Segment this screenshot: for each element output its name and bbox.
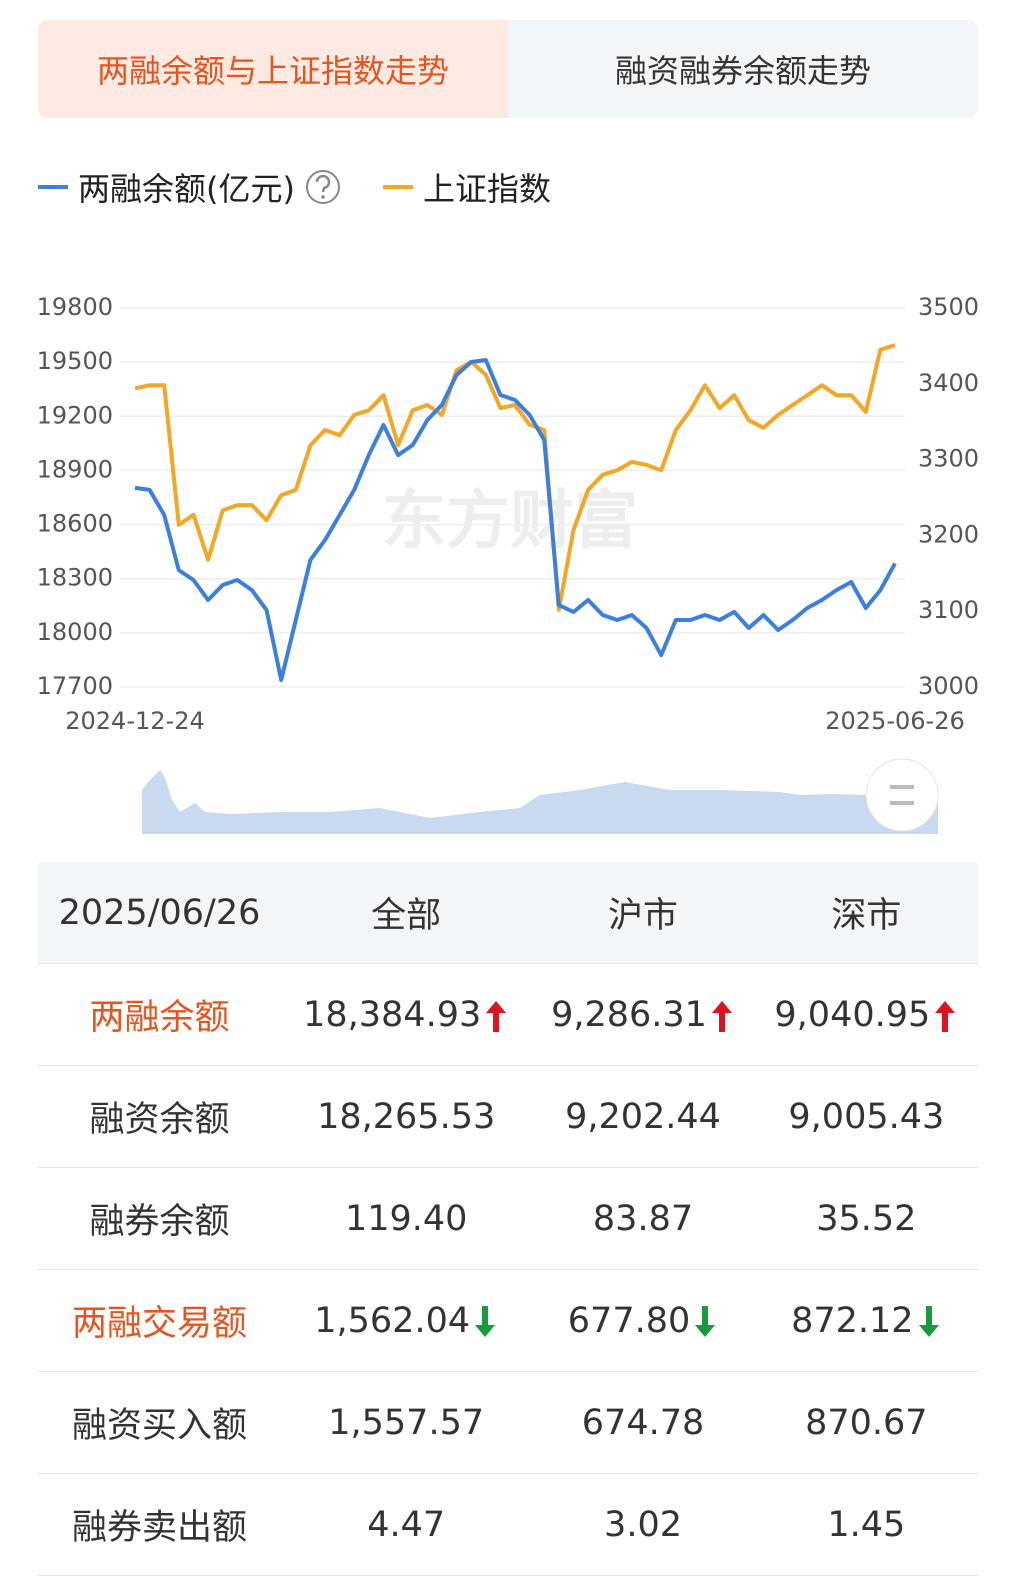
y-tick-label: 19500 [37,347,113,375]
cell: 18,265.53 [281,1065,532,1168]
table-row: 两融交易额 1,562.04 677.80 872.12 [38,1269,978,1372]
y2-tick-label: 3300 [918,445,979,473]
cell: 677.80 [531,1269,755,1372]
up-arrow [486,1000,507,1032]
y2-tick-label: 3400 [918,369,979,397]
row-label: 融券卖出额 [38,1473,281,1576]
header-cell: 全部 [281,862,532,964]
legend-item[interactable]: 上证指数 [383,165,551,209]
cell: 1,557.57 [281,1371,532,1474]
y-tick-label: 18300 [37,564,113,592]
margin-table: 2025/06/26 全部 沪市 深市 两融余额 18,384.93 9,286… [38,862,978,1576]
cell: 119.40 [281,1167,532,1270]
cell: 3.02 [531,1473,755,1576]
down-arrow [695,1305,716,1337]
y-tick-label: 18600 [37,510,113,538]
y2-tick-label: 3000 [918,672,979,700]
series-line [134,343,896,612]
legend-label: 两融余额(亿元) [78,170,295,208]
y2-tick-label: 3200 [918,520,979,548]
down-arrow [475,1305,496,1337]
cell: 872.12 [754,1269,978,1372]
cell: 18,384.93 [281,963,532,1066]
cell: 1.45 [754,1473,978,1576]
header-cell: 2025/06/26 [38,862,281,964]
x-tick-label: 2025-06-26 [825,707,964,735]
cell-value: 18,384.93 [303,994,482,1035]
cell: 9,286.31 [531,963,755,1066]
row-label: 融资余额 [38,1065,281,1168]
series-line [134,358,897,682]
legend-label: 上证指数 [423,170,552,208]
table-row: 融资余额 18,265.53 9,202.44 9,005.43 [38,1065,978,1168]
table-header: 2025/06/26 全部 沪市 深市 [38,862,978,964]
cell-value: 872.12 [791,1300,914,1341]
legend-swatch [38,185,68,189]
legend-swatch [383,185,413,189]
cell: 674.78 [531,1371,755,1474]
cell-value: 9,286.31 [551,994,707,1035]
help-icon[interactable] [303,167,343,207]
cell-value: 1,562.04 [314,1300,471,1341]
row-label: 两融交易额 [38,1269,281,1372]
header-cell: 深市 [754,862,978,964]
table-row: 两融余额 18,384.93 9,286.31 9,040.95 [38,963,978,1066]
row-label: 融券余额 [38,1167,281,1270]
cell: 4.47 [281,1473,532,1576]
navigator-handle[interactable] [865,758,939,832]
watermark: 东方财富 [382,485,638,559]
y-tick-label: 18000 [37,618,113,646]
y-tick-label: 17700 [37,672,113,700]
cell-value: 9,040.95 [774,994,931,1035]
table-row: 融券余额 119.40 83.87 35.52 [38,1167,978,1270]
legend-item[interactable]: 两融余额(亿元) [38,165,343,209]
cell: 9,202.44 [531,1065,755,1168]
cell-value: 677.80 [567,1300,691,1341]
chart: 东方财富 17700 18000 18300 18600 18900 19200 19500… [37,293,979,834]
table-row: 融券卖出额 4.47 3.02 1.45 [38,1473,978,1576]
cell: 870.67 [754,1371,978,1474]
up-arrow [935,1000,956,1032]
tab[interactable]: 融资融券余额走势 [508,20,978,118]
tab-active[interactable]: 两融余额与上证指数走势 [38,20,508,118]
down-arrow [918,1305,939,1337]
row-label: 融资买入额 [38,1371,281,1474]
y2-tick-label: 3100 [918,596,979,624]
cell: 9,005.43 [754,1065,978,1168]
y-tick-label: 19200 [37,401,113,429]
cell: 35.52 [754,1167,978,1270]
header-cell: 沪市 [531,862,755,964]
table-row: 融资买入额 1,557.57 674.78 870.67 [38,1371,978,1474]
row-label: 两融余额 [38,963,281,1066]
up-arrow [711,1000,732,1032]
y-tick-label: 19800 [37,293,113,321]
cell: 1,562.04 [281,1269,532,1372]
cell: 9,040.95 [754,963,978,1066]
y2-tick-label: 3500 [918,293,979,321]
navigator-area [142,770,938,834]
y-tick-label: 18900 [37,455,113,483]
x-tick-label: 2024-12-24 [65,707,204,735]
cell: 83.87 [531,1167,755,1270]
